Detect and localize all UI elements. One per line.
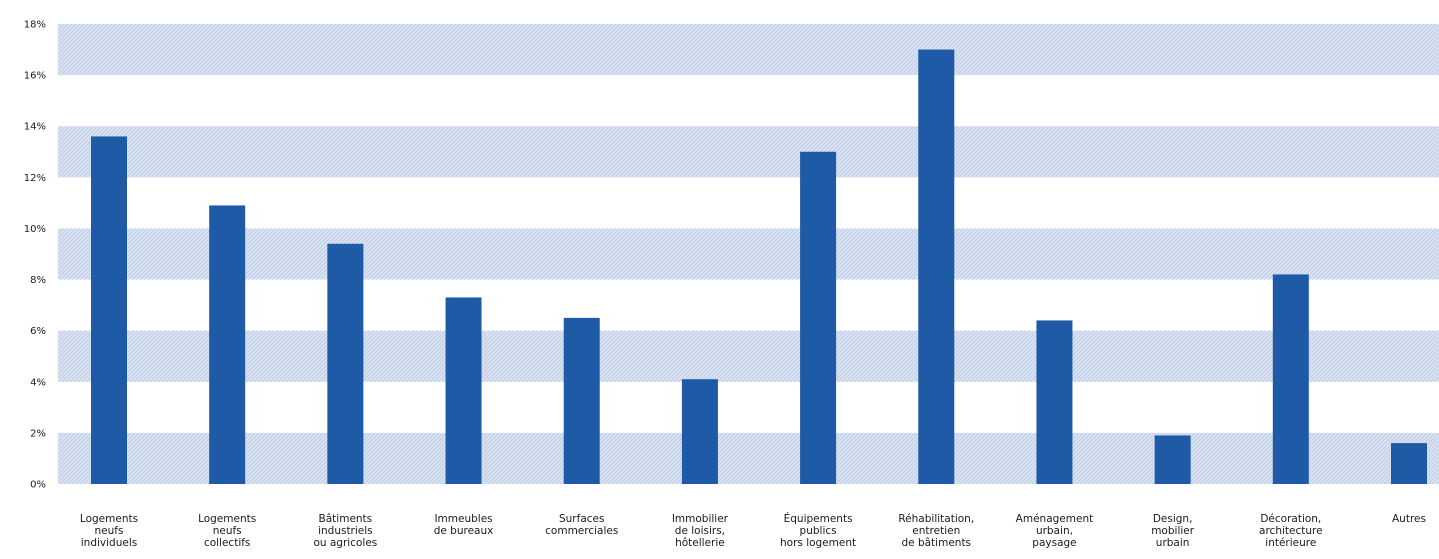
y-tick-label: 4% bbox=[30, 377, 46, 388]
y-tick-label: 0% bbox=[30, 480, 46, 491]
x-tick-label-line: Équipements bbox=[784, 512, 853, 525]
bar-5 bbox=[681, 379, 718, 484]
x-tick-label-line: Logements bbox=[198, 513, 256, 525]
x-tick-label-line: hors logement bbox=[780, 537, 856, 549]
grid-band-1 bbox=[58, 330, 1439, 382]
x-tick-label-line: Immeubles bbox=[434, 513, 492, 525]
grid-bands bbox=[58, 24, 1439, 484]
bar-4 bbox=[563, 317, 600, 484]
x-tick-label: Aménagement urbain, paysage bbox=[1016, 513, 1094, 549]
x-tick-label: Immeubles de bureaux bbox=[434, 513, 494, 537]
bar-1 bbox=[209, 205, 246, 484]
x-tick-label: Autres bbox=[1392, 513, 1426, 525]
x-tick-label: Réhabilitation, entretien de bâtiments bbox=[898, 513, 974, 549]
bar-8 bbox=[1036, 320, 1073, 484]
y-tick-label: 14% bbox=[24, 122, 46, 133]
bar-3 bbox=[445, 297, 482, 484]
x-tick-label-line: Surfaces bbox=[559, 513, 604, 525]
bars bbox=[91, 49, 1427, 485]
y-tick-label: 18% bbox=[24, 20, 46, 31]
x-tick-label: Équipements publics hors logement bbox=[780, 512, 856, 549]
bar-7 bbox=[918, 49, 955, 485]
y-tick-label: 6% bbox=[30, 326, 46, 337]
x-tick-label: Design, mobilier urbain bbox=[1151, 513, 1195, 549]
bar-2 bbox=[327, 243, 364, 484]
y-tick-label: 2% bbox=[30, 428, 46, 439]
x-tick-label-line: neufs bbox=[213, 525, 242, 537]
x-tick-label: Bâtiments industriels ou agricoles bbox=[313, 513, 377, 549]
x-tick-label-line: ou agricoles bbox=[313, 537, 377, 549]
x-tick-label-line: Bâtiments bbox=[319, 513, 373, 525]
x-tick-label-line: mobilier bbox=[1151, 525, 1195, 537]
x-tick-label-line: Logements bbox=[80, 513, 138, 525]
bar-9 bbox=[1154, 435, 1191, 484]
x-tick-label-line: publics bbox=[800, 525, 837, 537]
x-tick-label-line: urbain bbox=[1156, 537, 1190, 549]
x-tick-label-line: commerciales bbox=[545, 525, 618, 537]
x-tick-label-line: Décoration, bbox=[1260, 513, 1321, 525]
grid-band-2 bbox=[58, 228, 1439, 280]
y-tick-label: 10% bbox=[24, 224, 46, 235]
grid-band-3 bbox=[58, 126, 1439, 178]
x-tick-label-line: entretien bbox=[912, 525, 960, 537]
x-tick-label-line: neufs bbox=[95, 525, 124, 537]
bar-11 bbox=[1391, 443, 1427, 484]
grid-band-0 bbox=[58, 432, 1439, 484]
x-tick-label-line: paysage bbox=[1032, 537, 1076, 549]
x-tick-label-line: Réhabilitation, bbox=[898, 513, 974, 525]
x-tick-label-line: architecture bbox=[1259, 525, 1323, 537]
x-tick-label-line: de bureaux bbox=[434, 525, 494, 537]
x-tick-label-line: de bâtiments bbox=[902, 537, 972, 549]
x-tick-label-line: Aménagement bbox=[1016, 513, 1094, 525]
x-tick-label-line: Autres bbox=[1392, 513, 1426, 525]
y-axis: 18% 16% 14% 12% 10% 8% 6% 4% 2% 0% bbox=[24, 20, 46, 491]
x-tick-label-line: intérieure bbox=[1265, 537, 1316, 549]
y-tick-label: 12% bbox=[24, 173, 46, 184]
x-tick-label: Logements neufs individuels bbox=[80, 513, 138, 549]
x-tick-label: Surfaces commerciales bbox=[545, 513, 618, 537]
y-tick-label: 16% bbox=[24, 71, 46, 82]
x-tick-label-line: Design, bbox=[1153, 513, 1193, 525]
bar-0 bbox=[91, 136, 127, 484]
x-tick-label-line: urbain, bbox=[1036, 525, 1073, 537]
bar-6 bbox=[800, 151, 837, 484]
x-tick-label-line: de loisirs, bbox=[675, 525, 725, 537]
x-tick-label: Décoration, architecture intérieure bbox=[1259, 513, 1323, 549]
x-tick-label-line: individuels bbox=[81, 537, 137, 549]
y-tick-label: 8% bbox=[30, 275, 46, 286]
bar-10 bbox=[1272, 274, 1309, 484]
x-tick-label-line: collectifs bbox=[204, 537, 250, 549]
x-tick-label-line: Immobilier bbox=[672, 513, 729, 525]
x-tick-label: Immobilier de loisirs, hôtellerie bbox=[672, 513, 729, 549]
grid-band-4 bbox=[58, 24, 1439, 76]
x-tick-label-line: industriels bbox=[318, 525, 373, 537]
x-tick-label: Logements neufs collectifs bbox=[198, 513, 256, 549]
x-tick-label-line: hôtellerie bbox=[675, 537, 725, 549]
